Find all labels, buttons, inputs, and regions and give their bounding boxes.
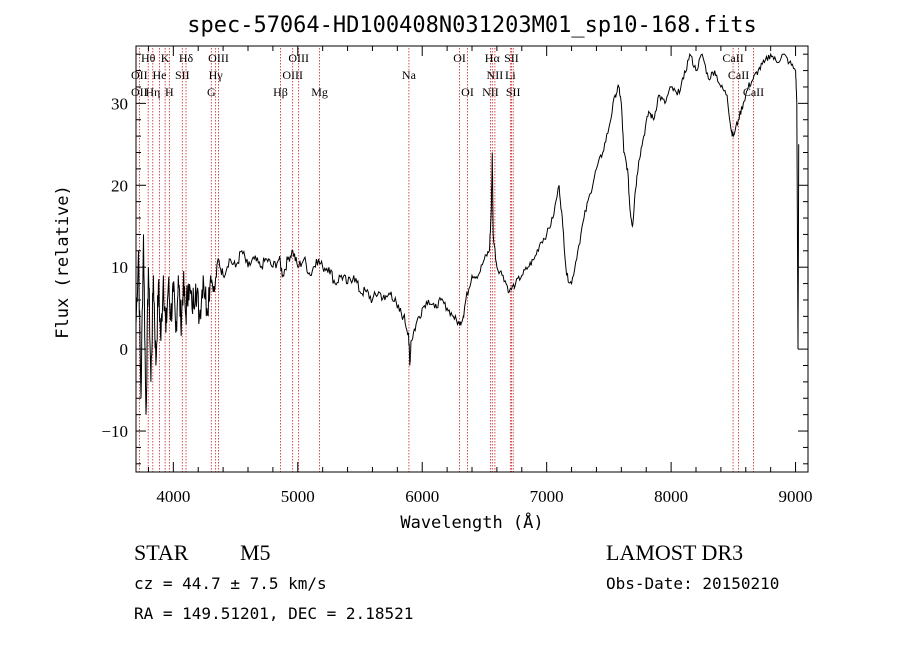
- spectral-line-label: OI: [461, 85, 474, 99]
- y-tick-label: 0: [120, 340, 129, 359]
- spectral-line-label: Hδ: [179, 51, 194, 65]
- survey-label: LAMOST DR3: [606, 540, 744, 565]
- spectral-line-label: OIII: [282, 68, 303, 82]
- x-tick-label: 7000: [530, 487, 564, 506]
- spectral-line-label: Na: [402, 68, 417, 82]
- spectral-line-label: CaII: [728, 68, 749, 82]
- x-tick-label: 6000: [405, 487, 439, 506]
- x-tick-label: 8000: [654, 487, 688, 506]
- y-axis-ticks: −10 0 10 20 30: [101, 53, 808, 465]
- y-tick-label: 30: [111, 94, 128, 113]
- y-tick-label: 20: [111, 176, 128, 195]
- x-tick-label: 4000: [156, 487, 190, 506]
- spectral-line-label: K: [161, 51, 170, 65]
- spectral-line-label: Hβ: [273, 85, 288, 99]
- spectral-lines: [138, 48, 754, 472]
- spectral-line-label: Li: [505, 68, 516, 82]
- plot-frame: [135, 45, 809, 473]
- spectral-line-label: OIII: [288, 51, 309, 65]
- spectral-line-label: Hγ: [209, 68, 224, 82]
- spectral-line-label: He: [153, 68, 167, 82]
- spectral-line-label: Mg: [311, 85, 328, 99]
- spectral-line-label: OI: [453, 51, 466, 65]
- spectrum-line: [135, 52, 800, 415]
- spectral-line-label: NII: [482, 85, 499, 99]
- spectral-line-label: NII: [487, 68, 504, 82]
- spectral-line-label: SII: [175, 68, 190, 82]
- object-subclass: M5: [240, 540, 271, 565]
- object-class: STAR: [134, 540, 189, 565]
- spectral-line-label: CaII: [722, 51, 743, 65]
- y-tick-label: 10: [111, 258, 128, 277]
- x-tick-label: 5000: [281, 487, 315, 506]
- spectral-line-label: Hη: [145, 85, 160, 99]
- spectral-line-label: SII: [506, 85, 521, 99]
- y-tick-label: −10: [101, 422, 128, 441]
- redshift-info: cz = 44.7 ± 7.5 km/s: [134, 574, 327, 593]
- chart-title: spec-57064-HD100408N031203M01_sp10-168.f…: [187, 13, 757, 38]
- spectral-line-label: Hθ: [141, 51, 156, 65]
- x-axis-label: Wavelength (Å): [400, 511, 543, 533]
- spectral-line-label: Hα: [485, 51, 501, 65]
- spectral-line-label: SII: [504, 51, 519, 65]
- spectral-line-label: G: [207, 85, 216, 99]
- x-axis-ticks: 4000 5000 6000 7000 8000 9000: [147, 46, 813, 506]
- y-axis-label: Flux (relative): [53, 185, 73, 339]
- spectral-line-label: H: [165, 85, 174, 99]
- spectral-line-label: OII: [131, 85, 148, 99]
- obs-date: Obs-Date: 20150210: [606, 574, 780, 593]
- spectral-line-label: OIII: [208, 51, 229, 65]
- coordinates-info: RA = 149.51201, DEC = 2.18521: [134, 604, 414, 623]
- x-tick-label: 9000: [779, 487, 813, 506]
- spectral-line-label: OII: [131, 68, 148, 82]
